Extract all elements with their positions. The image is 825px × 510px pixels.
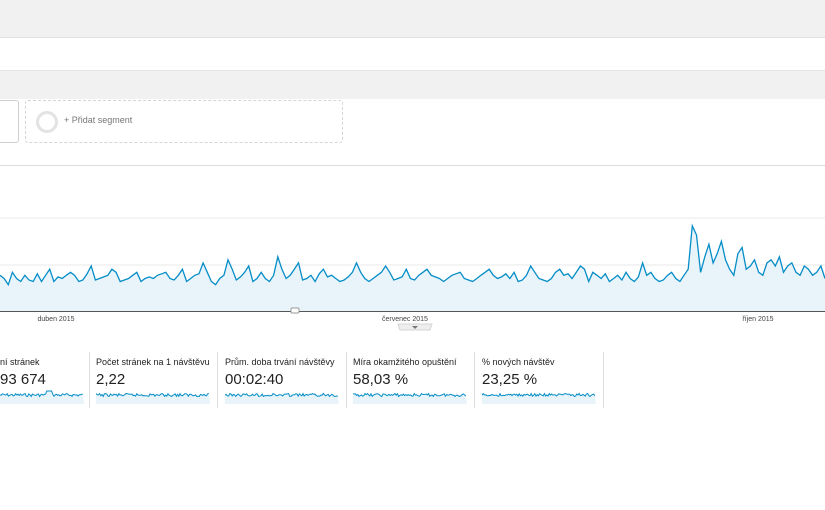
metric-sparkline <box>0 390 84 404</box>
sparkline-line <box>225 392 338 398</box>
sparkline-line <box>353 392 467 398</box>
metric-value: 58,03 % <box>353 371 409 388</box>
add-circle-icon <box>36 111 58 133</box>
x-tick-label: červenec 2015 <box>382 316 428 323</box>
top-bar <box>0 0 825 38</box>
metric-new-sessions[interactable]: % nových návštěv 23,25 % <box>482 352 600 408</box>
sparkline-line <box>482 392 596 398</box>
metric-label: % nových návštěv <box>482 357 555 367</box>
metric-value: 2,22 <box>96 371 126 388</box>
x-tick-label: duben 2015 <box>38 316 75 323</box>
toolbar-area <box>0 38 825 70</box>
metric-value: 00:02:40 <box>225 371 284 388</box>
series-area <box>0 225 825 311</box>
x-tick-label: říjen 2015 <box>742 316 773 323</box>
series-line <box>0 223 825 287</box>
metric-divider <box>603 352 604 408</box>
metric-label: ní stránek <box>0 357 40 367</box>
metric-sparkline <box>96 392 210 404</box>
sparkline-area <box>0 391 84 404</box>
timeline-handle <box>290 307 300 314</box>
segment-chip[interactable] <box>0 100 19 143</box>
metric-label: Počet stránek na 1 návštěvu <box>96 357 210 367</box>
sessions-chart: duben 2015 červenec 2015 říjen 2015 <box>0 217 825 331</box>
metric-sparkline <box>482 392 596 404</box>
sparkline-area <box>482 393 596 404</box>
metric-label: Míra okamžitého opuštění <box>353 357 457 367</box>
metric-sparkline <box>225 392 339 404</box>
sparkline-area <box>225 393 339 404</box>
metric-pageviews[interactable]: ní stránek 93 674 <box>0 352 88 408</box>
sparkline-area <box>96 393 210 404</box>
metric-sparkline <box>353 392 467 404</box>
metric-value: 23,25 % <box>482 371 538 388</box>
metric-divider <box>89 352 90 408</box>
metric-label: Prům. doba trvání návštěvy <box>225 357 335 367</box>
metric-value: 93 674 <box>0 371 46 388</box>
add-segment-label: + Přidat segment <box>64 115 133 125</box>
metric-bounce-rate[interactable]: Míra okamžitého opuštění 58,03 % <box>353 352 471 408</box>
segment-header-bar <box>0 70 825 100</box>
metric-pages-per-session[interactable]: Počet stránek na 1 návštěvu 2,22 <box>96 352 214 408</box>
metric-divider <box>217 352 218 408</box>
metric-avg-session-duration[interactable]: Prům. doba trvání návštěvy 00:02:40 <box>225 352 343 408</box>
sparkline-line <box>96 392 209 398</box>
chevron-down-icon <box>412 326 418 329</box>
metric-divider <box>346 352 347 408</box>
metric-divider <box>474 352 475 408</box>
sparkline-line <box>0 390 83 398</box>
add-segment-button[interactable]: + Přidat segment <box>25 100 343 143</box>
